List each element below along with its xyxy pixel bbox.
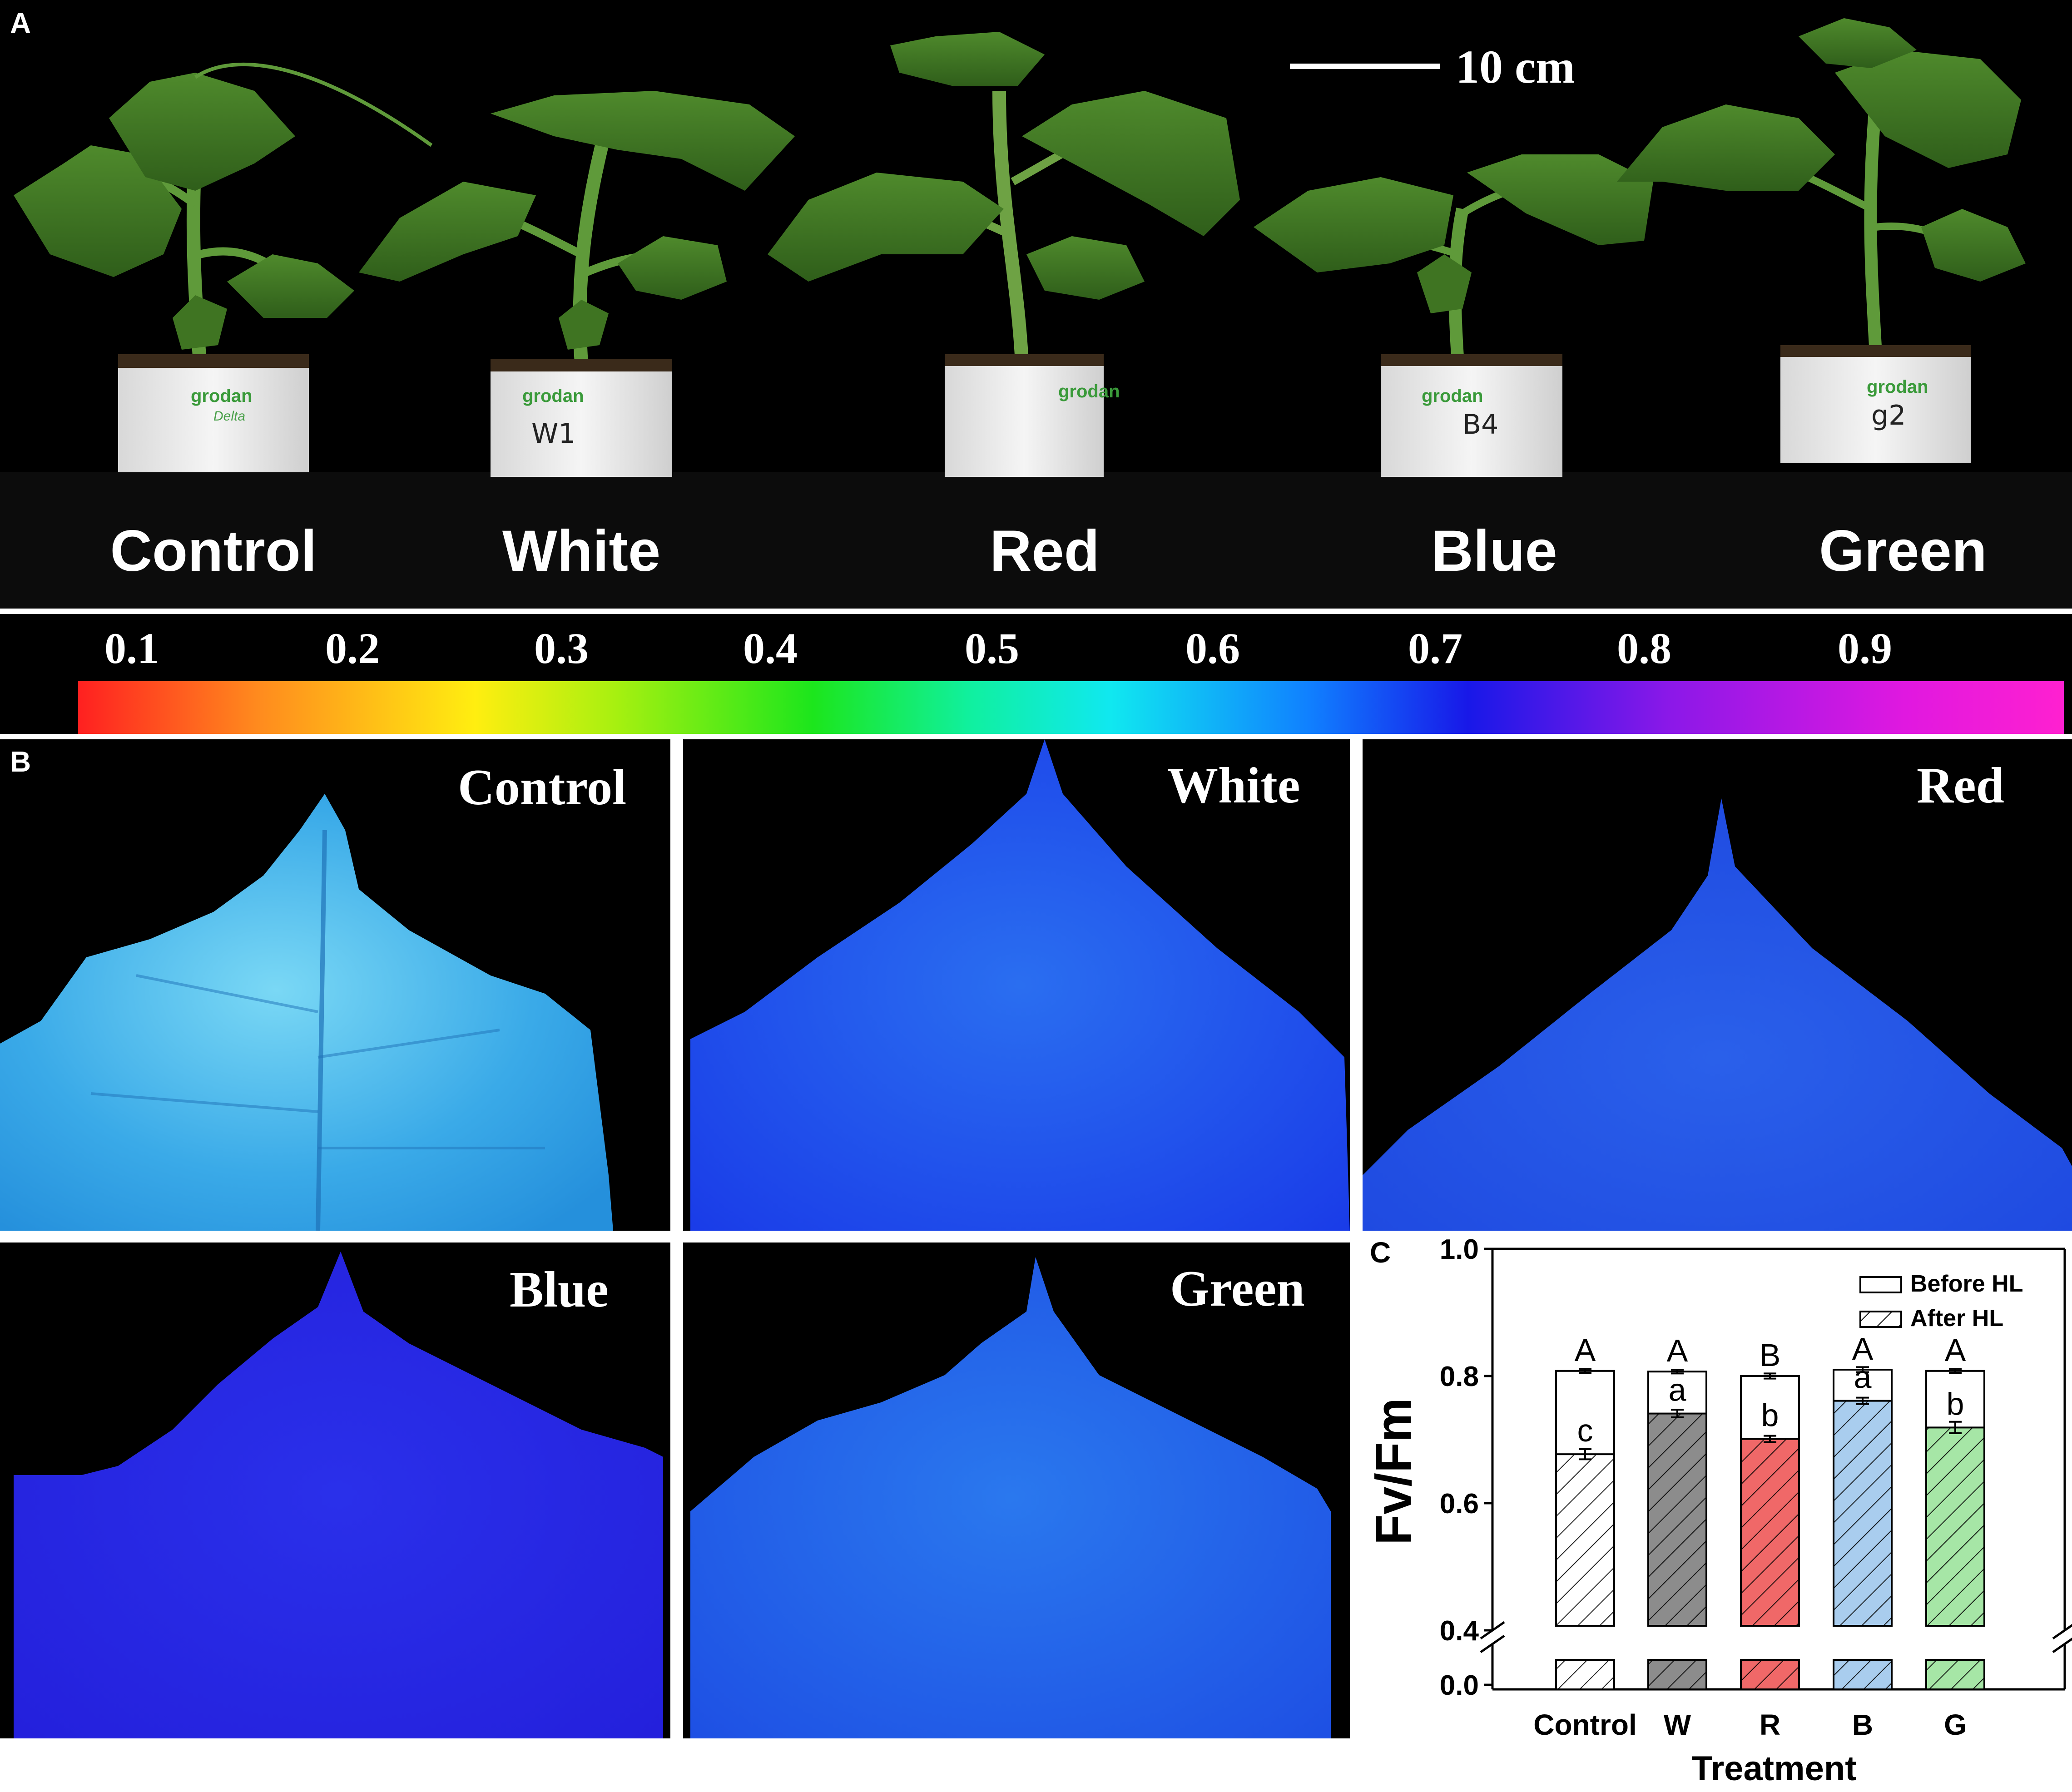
leaf-images: [0, 739, 2072, 1738]
leaf-tile-control: [0, 739, 670, 1231]
colorbar: 0.1 0.2 0.3 0.4 0.5 0.6 0.7 0.8 0.9: [0, 614, 2072, 734]
y-tick-label: 0.4: [1440, 1615, 1479, 1647]
legend-swatch-after-hatch: [1860, 1312, 1901, 1327]
leaf-tile-green: [683, 1243, 1350, 1738]
x-tick-label: B: [1852, 1708, 1873, 1741]
panel-a-letter: A: [10, 7, 31, 40]
legend-label-before: Before HL: [1910, 1271, 2023, 1297]
x-tick-label: Control: [1533, 1708, 1637, 1741]
y-tick-label: 0.8: [1440, 1361, 1479, 1392]
panel-a-photo: A 10 cm: [0, 0, 2072, 609]
plant-label-green: Green: [1819, 519, 1987, 584]
legend-swatch-before: [1859, 1276, 1902, 1293]
plant-label-blue: Blue: [1431, 519, 1557, 584]
pot-mark-green: g2: [1871, 400, 1906, 431]
bar-lower-stub-hatch: [1556, 1660, 1614, 1689]
sig-letter-after: b: [1947, 1386, 1964, 1421]
plant-label-control: Control: [110, 519, 317, 584]
bar-lower-stub-hatch: [1926, 1660, 1984, 1689]
legend-label-after: After HL: [1910, 1305, 2003, 1332]
bar-after-hl-hatch: [1741, 1439, 1799, 1626]
plants-illustration: [0, 18, 2072, 609]
pot-brand-control: grodan: [191, 386, 253, 406]
colorbar-tick: 0.2: [325, 624, 380, 673]
panel-b-letter: B: [10, 745, 31, 778]
plant-label-red: Red: [990, 519, 1100, 584]
panel-b: B Control White Red Blue Green: [0, 739, 2072, 1738]
colorbar-tick: 0.9: [1838, 624, 1892, 673]
plant-red: [768, 32, 1240, 477]
sig-letter-before: B: [1760, 1337, 1781, 1373]
panel-c-letter: C: [1370, 1236, 1391, 1269]
bar-after-hl-hatch: [1648, 1413, 1706, 1626]
colorbar-tick: 0.8: [1617, 624, 1671, 673]
sig-letter-before: A: [1667, 1333, 1688, 1368]
leaf-tile-red: [1363, 739, 2072, 1231]
colorbar-tick: 0.7: [1408, 624, 1462, 673]
leaf-label-control: Control: [458, 759, 627, 816]
pot-brand-blue: grodan: [1422, 386, 1483, 406]
plant-blue: [1254, 154, 1653, 477]
pot-brand-white: grodan: [522, 386, 584, 406]
leaf-tile-blue: [0, 1243, 670, 1738]
bar-lower-stub-hatch: [1741, 1660, 1799, 1689]
plant-green: [1617, 18, 2026, 463]
pot-sub-control: Delta: [213, 409, 246, 424]
leaf-label-white: White: [1167, 757, 1300, 814]
pot-brand-red: grodan: [1058, 381, 1120, 401]
colorbar-tick: 0.4: [743, 624, 798, 673]
y-tick-label: 0.6: [1440, 1488, 1479, 1520]
x-axis-label: Treatment: [1691, 1749, 1856, 1788]
axis-break-mark-right: [2052, 1637, 2072, 1653]
plant-control: [14, 63, 433, 472]
leaf-tile-white: [683, 739, 1350, 1231]
plant-white: [359, 91, 795, 477]
sig-letter-before: A: [1575, 1332, 1596, 1368]
colorbar-tick: 0.3: [534, 624, 589, 673]
colorbar-tick: 0.1: [104, 624, 159, 673]
colorbar-tick: 0.6: [1185, 624, 1240, 673]
y-tick-label: 1.0: [1440, 1235, 1479, 1265]
x-tick-label: G: [1944, 1708, 1967, 1741]
bar-after-hl-hatch: [1556, 1454, 1614, 1626]
pot-brand-green: grodan: [1867, 377, 1928, 397]
sig-letter-after: a: [1669, 1372, 1686, 1408]
y-tick-label: 0.0: [1440, 1670, 1479, 1701]
leaf-label-red: Red: [1917, 757, 2004, 814]
colorbar-tick: 0.5: [965, 624, 1019, 673]
sig-letter-after: a: [1854, 1360, 1872, 1395]
colorbar-gradient: [78, 681, 2064, 734]
pot-mark-white: W1: [531, 418, 576, 450]
scale-bar-line: [1290, 64, 1440, 69]
sig-letter-after: c: [1577, 1413, 1593, 1448]
pot-mark-blue: B4: [1462, 409, 1499, 441]
bar-after-hl-hatch: [1834, 1401, 1892, 1626]
axis-break-mark-right: [2052, 1624, 2072, 1640]
x-tick-label: R: [1760, 1708, 1780, 1741]
sig-letter-before: A: [1945, 1332, 1966, 1368]
sig-letter-after: b: [1761, 1398, 1779, 1433]
sig-letter-before: A: [1852, 1331, 1874, 1366]
leaf-label-blue: Blue: [510, 1262, 609, 1318]
leaf-label-green: Green: [1170, 1261, 1305, 1317]
axis-break-mark-left: [1480, 1634, 1505, 1653]
x-tick-label: W: [1664, 1708, 1691, 1741]
bar-lower-stub-hatch: [1648, 1660, 1706, 1689]
bar-after-hl-hatch: [1926, 1427, 1984, 1626]
y-axis-label: Fv/Fm: [1366, 1398, 1422, 1545]
plant-label-white: White: [502, 519, 661, 584]
fvfm-bar-chart: C 1.0 0.8 0.6 0.4 0.0 Fv/Fm Ac Control Aa W Bb R Aa B A…: [1366, 1235, 2072, 1788]
scale-bar-label: 10 cm: [1456, 41, 1575, 93]
bar-lower-stub-hatch: [1834, 1660, 1892, 1689]
